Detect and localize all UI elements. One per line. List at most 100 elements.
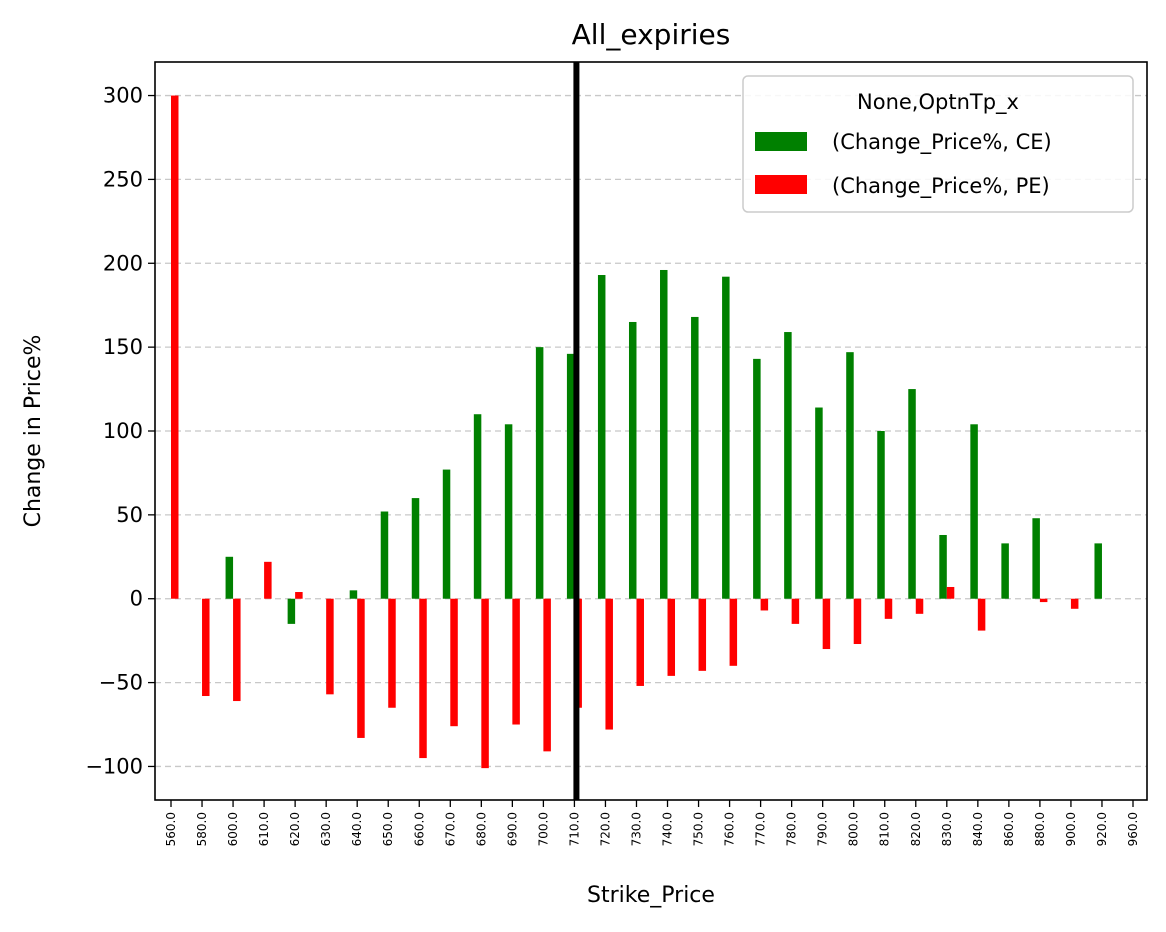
bar-ce-720.0 [597, 275, 606, 599]
bar-ce-810.0 [877, 431, 885, 599]
x-tick-label: 750.0 [692, 812, 706, 846]
x-tick-label: 900.0 [1064, 812, 1078, 846]
bar-ce-710.0 [566, 353, 575, 599]
bar-pe-730.0 [636, 598, 644, 686]
bar-ce-920.0 [1094, 543, 1102, 599]
x-tick-label: 690.0 [505, 812, 519, 846]
bar-pe-630.0 [326, 598, 334, 695]
x-tick-label: 790.0 [816, 812, 830, 846]
y-tick-label: 300 [103, 84, 143, 108]
bar-ce-800.0 [846, 352, 854, 599]
x-tick-label: 650.0 [381, 812, 395, 846]
x-tick-label: 580.0 [195, 812, 209, 846]
bar-pe-820.0 [915, 598, 924, 614]
x-tick-label: 660.0 [412, 812, 426, 846]
bar-pe-900.0 [1070, 598, 1079, 609]
x-tick-label: 830.0 [940, 812, 954, 846]
bar-ce-640.0 [349, 590, 358, 599]
x-tick-label: 770.0 [754, 812, 768, 846]
bar-pe-790.0 [822, 598, 831, 650]
x-tick-label: 860.0 [1002, 812, 1016, 846]
x-tick-label: 820.0 [909, 812, 923, 846]
bar-pe-700.0 [543, 598, 551, 752]
bar-ce-620.0 [287, 598, 296, 624]
bar-ce-600.0 [225, 556, 234, 599]
bar-pe-750.0 [698, 598, 707, 671]
bar-pe-660.0 [419, 598, 427, 759]
x-tick-label: 680.0 [474, 812, 488, 846]
x-tick-label: 920.0 [1095, 812, 1109, 846]
bar-pe-810.0 [884, 598, 893, 619]
x-tick-label: 700.0 [536, 812, 550, 846]
bar-pe-670.0 [450, 598, 458, 727]
bar-pe-720.0 [605, 598, 613, 730]
x-axis: 560.0 580.0 600.0 610.0 620.0 630.0 640.0 650.0… [164, 800, 1140, 846]
x-tick-label: 960.0 [1126, 812, 1140, 846]
bar-ce-780.0 [784, 332, 792, 599]
x-tick-label: 840.0 [971, 812, 985, 846]
bar-pe-830.0 [946, 586, 955, 599]
bar-pe-760.0 [729, 598, 738, 666]
legend-swatch-pe [755, 175, 807, 194]
y-tick-label: 0 [130, 587, 143, 611]
y-tick-label: 100 [103, 419, 143, 443]
x-tick-label: 780.0 [785, 812, 799, 846]
x-tick-label: 640.0 [350, 812, 364, 846]
y-tick-label: −50 [99, 671, 143, 695]
bar-ce-830.0 [939, 534, 947, 599]
bars [171, 95, 1102, 769]
bar-pe-680.0 [481, 598, 489, 769]
x-tick-label: 610.0 [257, 812, 271, 846]
bar-ce-880.0 [1032, 518, 1040, 599]
bar-ce-860.0 [1001, 543, 1009, 599]
bar-pe-740.0 [667, 598, 676, 676]
y-axis-label: Change in Price% [21, 335, 46, 528]
bar-ce-650.0 [380, 511, 389, 599]
legend-swatch-ce [755, 132, 807, 151]
bar-ce-680.0 [473, 414, 482, 599]
chart-title: All_expiries [572, 18, 731, 51]
bar-pe-640.0 [357, 598, 365, 738]
bar-pe-580.0 [202, 598, 210, 697]
bar-ce-700.0 [535, 347, 544, 599]
y-tick-label: 250 [103, 167, 143, 191]
bar-pe-800.0 [853, 598, 862, 645]
bar-ce-740.0 [660, 269, 668, 599]
bar-pe-560.0 [171, 95, 179, 599]
y-tick-label: 50 [116, 503, 143, 527]
bar-ce-750.0 [691, 316, 699, 599]
grid-lines [155, 94, 1147, 768]
bar-pe-770.0 [760, 598, 769, 611]
bar-ce-790.0 [815, 407, 823, 599]
bar-ce-840.0 [970, 424, 978, 599]
bar-ce-690.0 [504, 424, 513, 599]
bar-ce-730.0 [628, 321, 637, 599]
x-tick-label: 800.0 [847, 812, 861, 846]
bar-pe-610.0 [264, 561, 272, 599]
legend-box [742, 75, 1134, 213]
bar-ce-820.0 [908, 389, 916, 599]
bar-ce-660.0 [411, 498, 420, 599]
bar-pe-600.0 [233, 598, 241, 702]
bar-ce-770.0 [753, 358, 761, 599]
bar-ce-760.0 [722, 276, 730, 599]
y-tick-label: 150 [103, 335, 143, 359]
x-tick-label: 810.0 [878, 812, 892, 846]
x-tick-label: 630.0 [319, 812, 333, 846]
x-tick-label: 620.0 [288, 812, 302, 846]
legend-label-ce: (Change_Price%, CE) [832, 130, 1052, 155]
y-tick-label: −100 [85, 754, 143, 778]
bar-pe-880.0 [1039, 598, 1048, 603]
bar-pe-620.0 [295, 592, 303, 599]
x-tick-label: 670.0 [443, 812, 457, 846]
x-axis-label: Strike_Price [587, 883, 715, 908]
y-axis: −100 −50 0 50 100 150 200 250 300 [85, 84, 155, 778]
legend-label-pe: (Change_Price%, PE) [832, 174, 1050, 199]
x-tick-label: 760.0 [723, 812, 737, 846]
y-tick-label: 200 [103, 251, 143, 275]
x-tick-label: 880.0 [1033, 812, 1047, 846]
x-tick-label: 720.0 [598, 812, 612, 846]
x-tick-label: 710.0 [567, 812, 581, 846]
bar-pe-690.0 [512, 598, 520, 725]
